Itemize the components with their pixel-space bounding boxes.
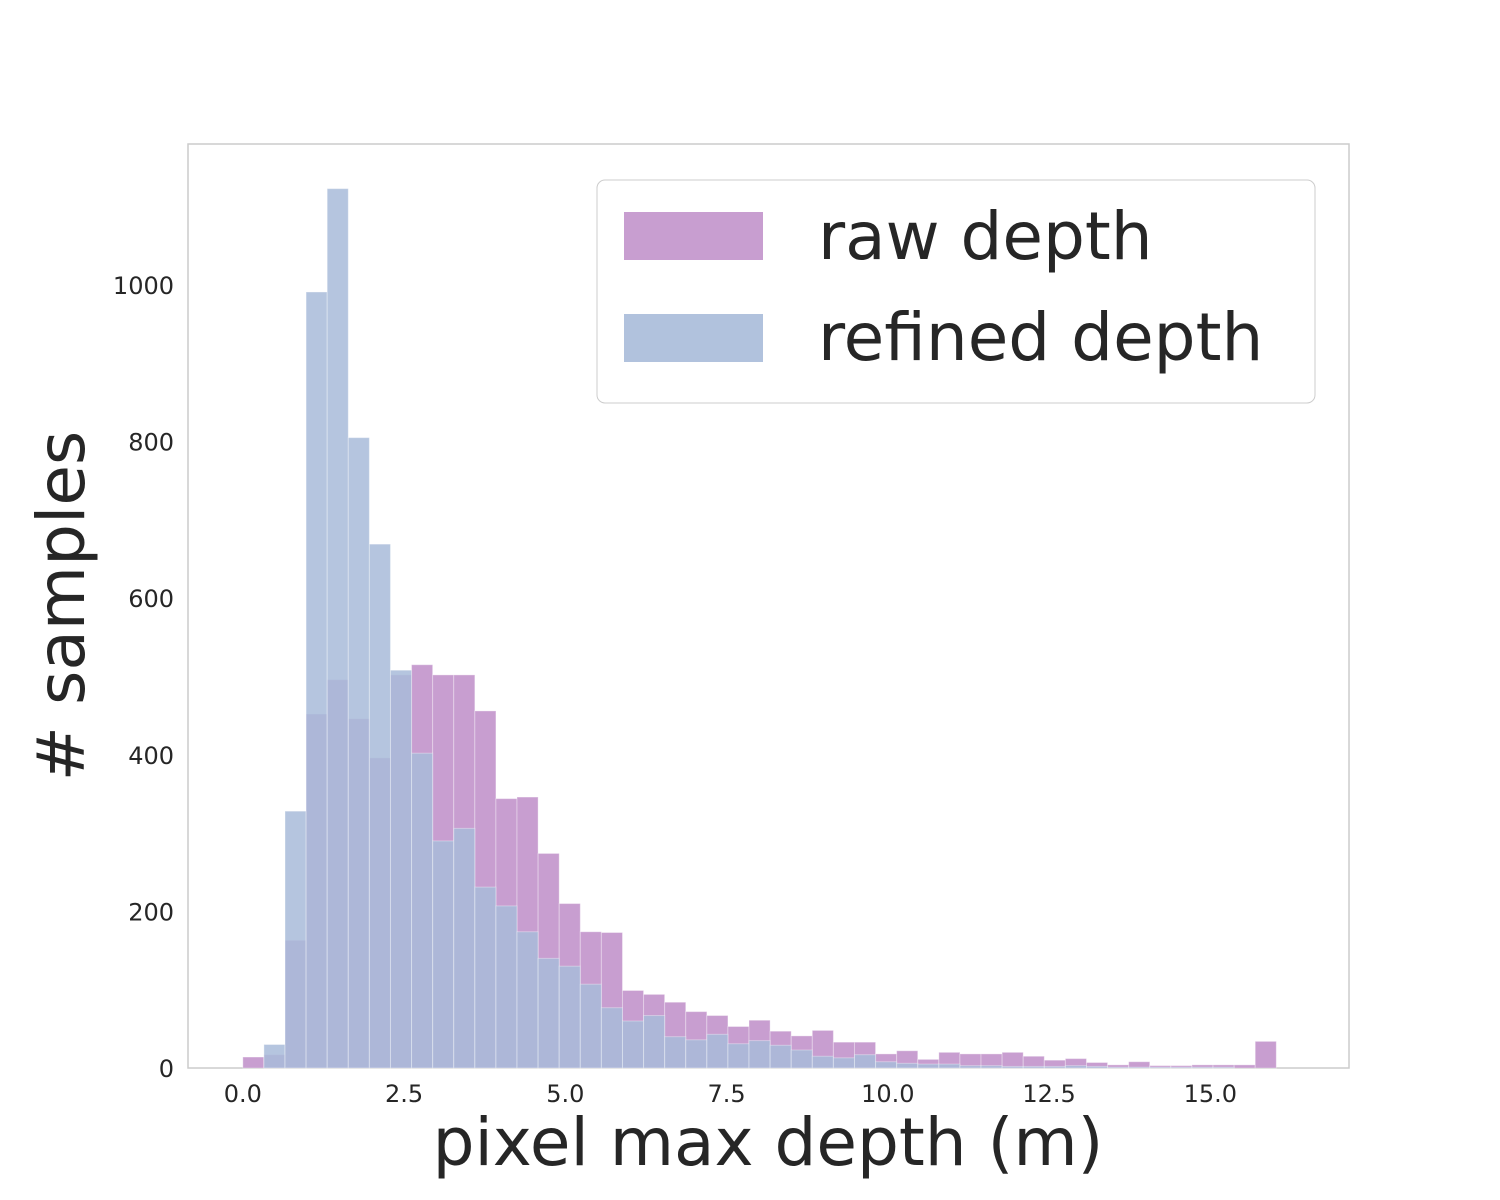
- refined-depth-bar: [537, 957, 560, 1069]
- refined-depth-bar: [959, 1065, 982, 1069]
- refined-depth-bar: [1022, 1065, 1045, 1069]
- refined-depth-bar: [1212, 1066, 1235, 1069]
- refined-depth-bar: [495, 905, 518, 1069]
- refined-depth-bar: [1043, 1065, 1066, 1069]
- x-tick-label: 0.0: [224, 1080, 262, 1108]
- raw-depth-bar: [1001, 1051, 1024, 1069]
- x-tick-label: 12.5: [1022, 1080, 1075, 1108]
- refined-depth-bar: [1149, 1066, 1172, 1069]
- y-axis-ticks: 0 200 400 600 800 1000: [113, 272, 174, 1083]
- refined-depth-bar: [579, 983, 602, 1069]
- refined-depth-bar: [790, 1049, 813, 1069]
- refined-depth-bar: [558, 965, 581, 1069]
- refined-depth-bar: [1085, 1065, 1109, 1069]
- y-tick-label: 600: [128, 585, 174, 613]
- refined-depth-bar: [917, 1063, 940, 1069]
- y-tick-label: 0: [159, 1055, 174, 1083]
- refined-depth-bar: [1191, 1066, 1214, 1069]
- y-tick-label: 1000: [113, 272, 174, 300]
- x-axis-ticks: 0.0 2.5 5.0 7.5 10.0 12.5 15.0: [224, 1080, 1237, 1108]
- raw-depth-bar: [1254, 1040, 1277, 1069]
- legend: raw depth refined depth: [596, 179, 1316, 404]
- refined-depth-bar: [769, 1044, 792, 1069]
- refined-depth-bar: [368, 543, 391, 1069]
- legend-frame: [596, 179, 1316, 404]
- x-tick-label: 7.5: [707, 1080, 745, 1108]
- refined-depth-bar: [600, 1007, 623, 1069]
- refined-depth-bar: [347, 437, 370, 1069]
- refined-depth-bar: [453, 827, 476, 1069]
- y-tick-label: 400: [128, 742, 174, 770]
- refined-depth-bar: [516, 931, 539, 1069]
- refined-depth-bar: [1064, 1065, 1087, 1069]
- refined-depth-bar: [832, 1057, 855, 1069]
- y-axis-title: # samples: [23, 431, 100, 782]
- refined-depth-bar: [875, 1061, 898, 1069]
- refined-depth-bar: [811, 1055, 834, 1069]
- refined-depth-bar: [284, 810, 307, 1069]
- refined-depth-bar: [853, 1054, 877, 1069]
- legend-swatch-refined-depth: [624, 314, 763, 362]
- refined-depth-bar: [685, 1039, 708, 1069]
- refined-depth-bar: [326, 188, 349, 1069]
- legend-label-raw-depth: raw depth: [818, 198, 1153, 275]
- refined-depth-bar: [938, 1063, 961, 1069]
- raw-depth-bar: [1233, 1064, 1256, 1069]
- refined-depth-bar: [664, 1036, 687, 1069]
- refined-depth-bar: [263, 1044, 286, 1069]
- refined-depth-bar: [643, 1015, 666, 1069]
- refined-depth-bar: [980, 1065, 1003, 1069]
- refined-depth-bar: [432, 840, 455, 1069]
- refined-depth-bar: [474, 886, 497, 1069]
- refined-depth-bar: [748, 1040, 771, 1069]
- y-tick-label: 200: [128, 898, 174, 926]
- refined-depth-bar: [727, 1043, 750, 1069]
- refined-depth-bars: [263, 188, 1235, 1069]
- y-tick-label: 800: [128, 429, 174, 457]
- refined-depth-bar: [621, 1020, 645, 1069]
- x-tick-label: 15.0: [1184, 1080, 1237, 1108]
- refined-depth-bar: [1001, 1065, 1024, 1069]
- refined-depth-bar: [1107, 1066, 1130, 1069]
- legend-swatch-raw-depth: [624, 212, 763, 260]
- raw-depth-bar: [242, 1056, 265, 1069]
- refined-depth-bar: [411, 752, 434, 1069]
- x-tick-label: 10.0: [861, 1080, 914, 1108]
- legend-label-refined-depth: refined depth: [818, 299, 1263, 376]
- x-tick-label: 2.5: [385, 1080, 423, 1108]
- refined-depth-bar: [706, 1033, 729, 1069]
- refined-depth-bar: [389, 669, 413, 1069]
- refined-depth-bar: [1128, 1066, 1151, 1069]
- refined-depth-bar: [305, 291, 328, 1069]
- refined-depth-bar: [896, 1062, 919, 1069]
- x-axis-title: pixel max depth (m): [433, 1104, 1104, 1181]
- x-tick-label: 5.0: [546, 1080, 584, 1108]
- refined-depth-bar: [1170, 1066, 1193, 1069]
